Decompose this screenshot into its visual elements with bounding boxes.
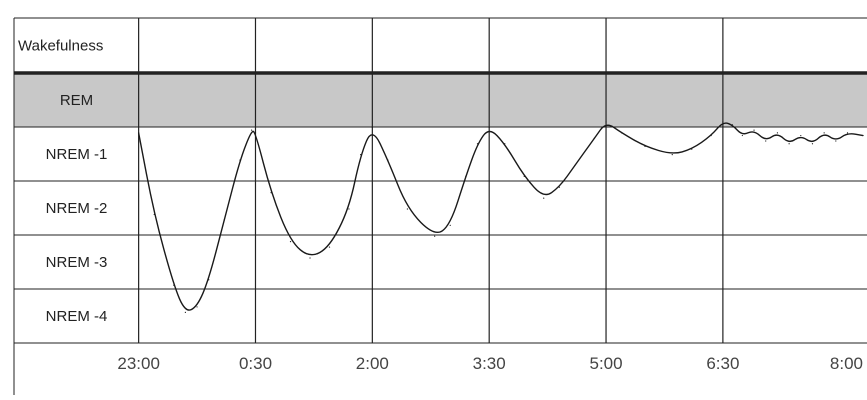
y-tick-label: REM <box>60 92 93 109</box>
y-tick-label: NREM -2 <box>46 200 108 217</box>
data-point <box>543 197 545 199</box>
data-point <box>289 241 292 243</box>
data-point <box>465 175 467 177</box>
data-point <box>644 145 646 148</box>
data-point <box>488 126 490 129</box>
x-tick-label: 2:00 <box>356 354 389 373</box>
data-point <box>360 154 362 156</box>
sleep-depth-line <box>137 122 864 311</box>
data-point <box>788 143 790 145</box>
data-point <box>691 148 693 150</box>
data-point <box>605 121 607 123</box>
x-tick-label: 0:30 <box>239 354 272 373</box>
data-point <box>196 306 198 308</box>
data-point <box>309 257 311 259</box>
data-point <box>476 143 479 145</box>
data-point <box>523 175 525 177</box>
data-point <box>710 134 712 137</box>
data-point <box>223 219 225 221</box>
data-point <box>558 186 560 188</box>
data-point <box>741 134 743 137</box>
data-point <box>208 279 210 281</box>
data-point <box>371 126 373 129</box>
data-point <box>846 132 849 134</box>
data-point <box>765 140 767 142</box>
data-point <box>153 213 155 216</box>
data-point <box>621 132 623 134</box>
data-point <box>776 132 779 134</box>
data-point <box>184 311 186 313</box>
y-tick-label: NREM -4 <box>46 308 108 325</box>
data-point <box>731 124 733 126</box>
x-tick-label: 6:30 <box>706 354 739 373</box>
rem-band <box>14 73 867 127</box>
data-point <box>434 235 436 237</box>
data-point <box>387 159 389 161</box>
data-point <box>811 143 814 145</box>
data-point <box>138 132 140 134</box>
data-point <box>823 132 825 134</box>
data-point <box>800 134 802 137</box>
data-point <box>173 284 175 286</box>
data-point <box>250 129 253 131</box>
data-point <box>574 164 576 167</box>
x-tick-label: 5:00 <box>589 354 622 373</box>
data-point <box>862 134 864 137</box>
data-point <box>328 246 331 248</box>
data-point <box>753 129 755 131</box>
data-point <box>504 143 506 145</box>
data-point <box>593 137 595 139</box>
data-point <box>406 208 408 210</box>
data-point <box>254 132 257 134</box>
data-point <box>239 159 241 161</box>
x-tick-label: 8:00 <box>830 354 863 373</box>
data-point <box>449 224 451 226</box>
data-point <box>835 140 837 142</box>
y-tick-label: Wakefulness <box>18 38 103 55</box>
x-tick-label: 23:00 <box>117 354 160 373</box>
data-point <box>671 154 673 156</box>
y-tick-label: NREM -1 <box>46 146 108 163</box>
data-point <box>722 121 724 123</box>
y-tick-label: NREM -3 <box>46 254 108 271</box>
data-point <box>270 192 272 194</box>
x-tick-label: 3:30 <box>473 354 506 373</box>
data-point <box>348 208 350 210</box>
